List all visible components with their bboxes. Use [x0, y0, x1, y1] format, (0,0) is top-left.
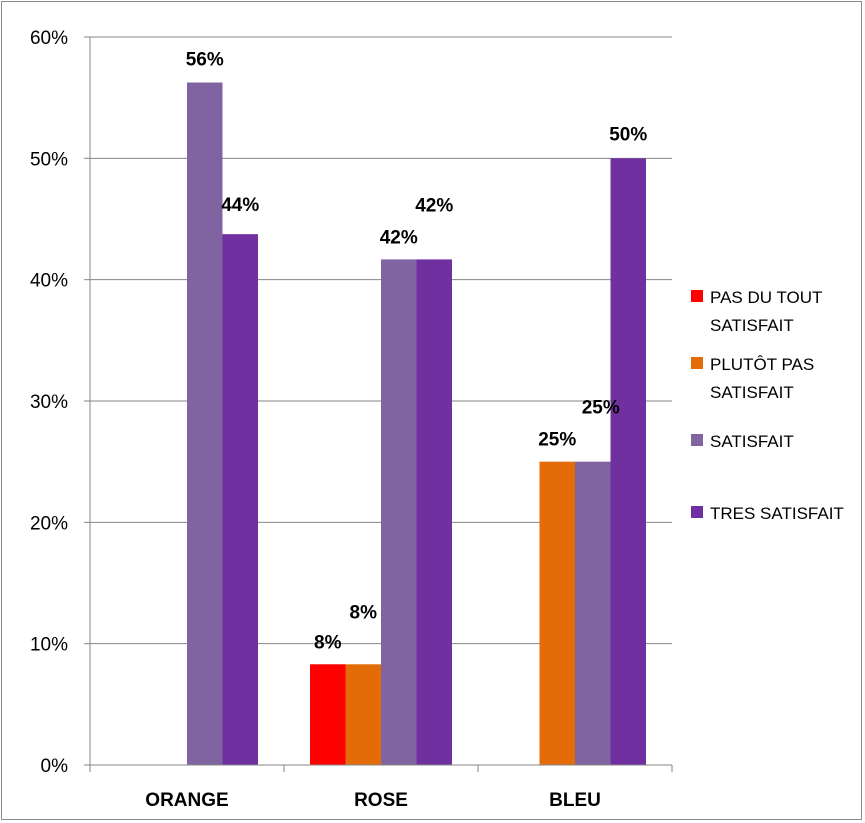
x-category-label: BLEU — [549, 790, 601, 811]
y-tick-label: 60% — [30, 28, 68, 49]
legend-entry: TRES SATISFAIT — [710, 504, 844, 523]
bar — [381, 259, 417, 765]
data-label: 44% — [221, 195, 259, 216]
legend-entry: SATISFAIT — [710, 383, 794, 402]
data-label: 8% — [350, 602, 378, 623]
legend-swatch — [691, 506, 703, 518]
data-label: 56% — [186, 50, 224, 71]
y-tick-label: 30% — [30, 392, 68, 413]
bar — [222, 234, 258, 765]
data-label: 25% — [538, 430, 576, 451]
legend-swatch — [691, 357, 703, 369]
legend-entry: SATISFAIT — [710, 432, 794, 451]
data-label: 42% — [415, 195, 453, 216]
bar — [610, 158, 646, 766]
bar — [310, 664, 346, 765]
y-tick-label: 40% — [30, 271, 68, 292]
legend-swatch — [691, 434, 703, 446]
x-category-label: ORANGE — [145, 790, 228, 811]
y-tick-label: 20% — [30, 513, 68, 534]
bar — [345, 664, 381, 765]
legend-swatch — [691, 290, 703, 302]
bar — [187, 82, 223, 765]
legend: PAS DU TOUT SATISFAIT PLUTÔT PAS SATISFAIT S… — [691, 288, 844, 523]
y-tick-label: 0% — [41, 756, 69, 777]
data-label: 25% — [582, 398, 620, 419]
legend-entry: SATISFAIT — [710, 316, 794, 335]
bar — [416, 259, 452, 765]
y-tick-label: 50% — [30, 149, 68, 170]
data-label: 8% — [314, 632, 342, 653]
bar — [539, 461, 575, 765]
x-category-label: ROSE — [354, 790, 408, 811]
legend-entry: PLUTÔT PAS — [710, 355, 814, 374]
data-labels: 8% 8% 25% 56% 42% 25% 44% 42% 50% — [186, 50, 648, 654]
axes: 0% 10% 20% 30% 40% 50% 60% ORANGE ROSE BLEU — [30, 28, 673, 811]
bar — [575, 461, 611, 765]
data-label: 50% — [609, 124, 647, 145]
legend-entry: PAS DU TOUT — [710, 288, 822, 307]
bars — [187, 82, 646, 766]
data-label: 42% — [380, 227, 418, 248]
y-tick-label: 10% — [30, 635, 68, 656]
